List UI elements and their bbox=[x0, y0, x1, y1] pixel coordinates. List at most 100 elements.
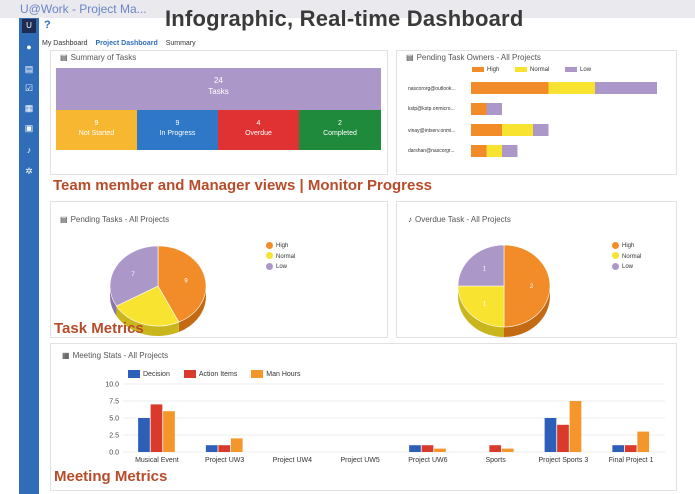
summary-total-label: Tasks bbox=[208, 87, 229, 96]
x-tick-label: Project Sports 3 bbox=[538, 457, 588, 464]
legend-swatch bbox=[183, 370, 196, 378]
pie-slice bbox=[457, 244, 505, 287]
x-tick-label: Musical Event bbox=[135, 457, 179, 464]
meeting-title-text: Meeting Stats - All Projects bbox=[72, 351, 169, 360]
legend-label: Low bbox=[276, 264, 288, 270]
summary-box-label: Not Started bbox=[78, 130, 115, 137]
pie-slice bbox=[115, 285, 180, 327]
legend-swatch bbox=[565, 67, 578, 72]
owners-legend: High Normal Low bbox=[472, 67, 591, 73]
meeting-bar bbox=[501, 448, 514, 452]
pie-slice bbox=[109, 245, 159, 307]
pie-slice-label: 2 bbox=[530, 284, 534, 290]
document-icon[interactable]: ▦ bbox=[24, 103, 34, 113]
legend-label: Normal bbox=[530, 67, 550, 74]
summary-box-label: Completed bbox=[323, 130, 357, 137]
bell-icon: ♪ bbox=[408, 215, 412, 224]
legend-label: Action Items bbox=[198, 370, 238, 378]
tab-project-dashboard[interactable]: Project Dashboard bbox=[95, 40, 158, 47]
meeting-bar bbox=[637, 431, 650, 452]
legend-swatch bbox=[515, 67, 528, 72]
meeting-bar bbox=[138, 418, 150, 452]
x-tick-label: Project UW3 bbox=[205, 457, 244, 464]
dashboard-tabs: My Dashboard Project Dashboard Summary bbox=[42, 40, 202, 47]
meeting-bar bbox=[557, 424, 569, 452]
meeting-bar bbox=[489, 445, 502, 452]
tab-my-dashboard[interactable]: My Dashboard bbox=[42, 40, 88, 47]
help-button[interactable]: ? bbox=[44, 19, 51, 31]
pie-slice-side bbox=[458, 286, 504, 337]
meeting-bar bbox=[163, 411, 175, 452]
meeting-bar bbox=[434, 448, 446, 452]
table-icon: ▤ bbox=[60, 53, 68, 62]
legend-label: High bbox=[622, 243, 635, 249]
owner-bar-segment bbox=[502, 124, 533, 136]
owner-bar-segment bbox=[533, 124, 549, 136]
pie-slice-side bbox=[116, 306, 179, 337]
summary-overdue[interactable]: 4 Overdue bbox=[218, 110, 299, 150]
summary-box-label: Overdue bbox=[245, 130, 272, 137]
summary-title-text: Summary of Tasks bbox=[70, 53, 137, 62]
owner-bar-segment bbox=[471, 124, 502, 136]
settings-icon[interactable]: ✲ bbox=[25, 166, 33, 176]
window-title: U@Work - Project Ma... bbox=[0, 0, 695, 18]
calendar-icon: ▦ bbox=[62, 351, 70, 360]
pie-slice-label: 1 bbox=[483, 267, 487, 273]
legend-swatch bbox=[128, 370, 140, 378]
summary-total[interactable]: 24 Tasks bbox=[56, 68, 381, 110]
pie-slice-label: 7 bbox=[131, 272, 135, 278]
summary-not-started[interactable]: 9 Not Started bbox=[56, 110, 137, 150]
checklist-icon[interactable]: ☑ bbox=[24, 83, 34, 93]
owner-bar-segment bbox=[595, 82, 657, 94]
legend-swatch bbox=[612, 262, 619, 270]
legend-label: Normal bbox=[622, 253, 642, 260]
calendar-icon[interactable]: ▤ bbox=[24, 64, 34, 74]
legend-label: Man Hours bbox=[266, 370, 301, 378]
legend-label: High bbox=[276, 243, 289, 249]
y-tick-label: 7.5 bbox=[109, 399, 119, 406]
tab-summary[interactable]: Summary bbox=[165, 40, 196, 47]
pending-pie-panel bbox=[50, 201, 388, 338]
x-tick-label: Final Project 1 bbox=[609, 457, 654, 464]
home-icon[interactable]: ● bbox=[26, 42, 32, 52]
summary-box-value: 9 bbox=[175, 120, 180, 127]
summary-box-value: 2 bbox=[338, 120, 342, 127]
owner-row-label: darshan@nascorgr... bbox=[408, 148, 455, 154]
y-tick-label: 0.0 bbox=[109, 450, 119, 457]
summary-title: ▤ Summary of Tasks bbox=[60, 53, 136, 62]
meeting-bar bbox=[409, 445, 421, 452]
pie-slice-label: 9 bbox=[184, 279, 188, 285]
overdue-pie-title: ♪ Overdue Task - All Projects bbox=[408, 215, 511, 224]
meeting-bar bbox=[230, 438, 243, 452]
y-tick-label: 2.5 bbox=[109, 433, 119, 440]
x-tick-label: Project UW4 bbox=[273, 457, 312, 464]
summary-box-label: In Progress bbox=[159, 130, 196, 137]
app-logo: U bbox=[22, 19, 36, 33]
summary-in-progress[interactable]: 9 In Progress bbox=[137, 110, 218, 150]
meeting-bar bbox=[150, 404, 163, 452]
overdue-pie-title-text: Overdue Task - All Projects bbox=[415, 215, 511, 224]
meeting-bar bbox=[218, 445, 231, 452]
sidebar: U ● ▤ ☑ ▦ ▣ ♪ ✲ bbox=[19, 18, 39, 494]
pie-slice bbox=[157, 245, 207, 323]
legend-label: Decision bbox=[143, 370, 170, 378]
meeting-bar bbox=[624, 445, 637, 452]
pie-slice-side bbox=[504, 286, 550, 337]
summary-box-value: 4 bbox=[256, 120, 261, 127]
meeting-title: ▦ Meeting Stats - All Projects bbox=[62, 351, 168, 360]
pie-slice bbox=[503, 244, 551, 328]
legend-swatch bbox=[472, 67, 484, 72]
table-icon: ▤ bbox=[60, 215, 68, 224]
legend-swatch bbox=[251, 370, 264, 378]
bell-icon[interactable]: ♪ bbox=[26, 145, 32, 155]
legend-swatch bbox=[266, 262, 273, 270]
x-tick-label: Sports bbox=[486, 457, 507, 464]
reports-icon[interactable]: ▣ bbox=[24, 123, 34, 133]
pie-slice-side bbox=[178, 286, 206, 333]
y-tick-label: 5.0 bbox=[109, 416, 119, 423]
owner-row-label: kstp@kstp.onmicro... bbox=[408, 106, 455, 112]
summary-completed[interactable]: 2 Completed bbox=[299, 110, 381, 150]
